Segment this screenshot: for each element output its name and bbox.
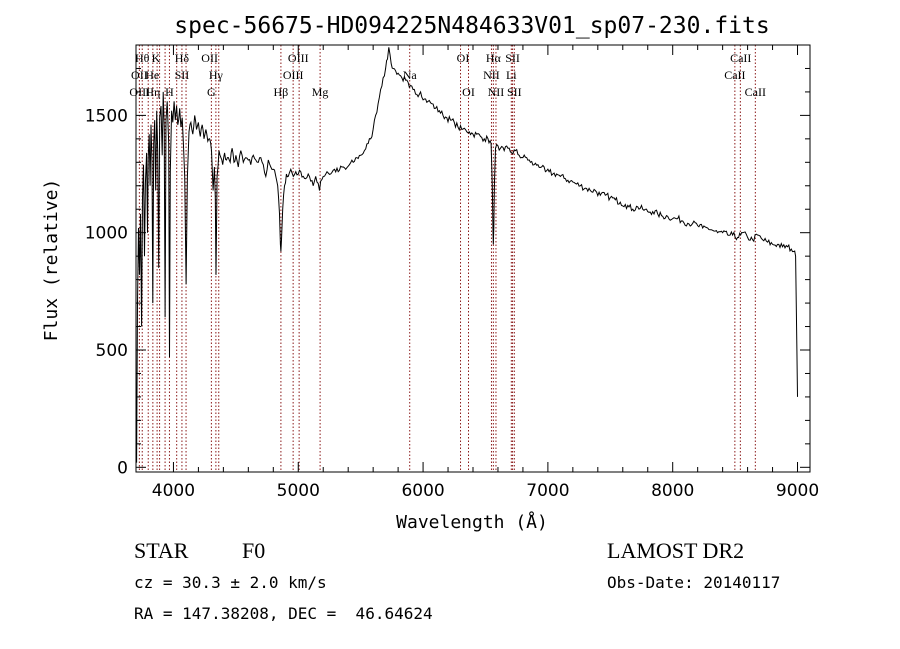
- object-class: STAR: [134, 538, 189, 563]
- x-tick-label: 7000: [526, 481, 569, 501]
- x-tick-label: 9000: [776, 481, 819, 501]
- y-axis-label: Flux (relative): [41, 179, 62, 342]
- y-tick-label: 500: [96, 341, 128, 361]
- line-label: SII: [175, 68, 190, 82]
- line-label: H: [165, 85, 174, 99]
- line-label: SII: [505, 51, 520, 65]
- x-tick-label: 5000: [277, 481, 320, 501]
- line-label: K: [152, 51, 161, 65]
- line-label: Na: [403, 68, 418, 82]
- line-label: NII: [483, 68, 500, 82]
- line-label: He: [145, 68, 159, 82]
- line-label: Hα: [486, 51, 502, 65]
- y-tick-label: 1500: [85, 106, 128, 126]
- y-axis: 0 500 1000 1500: [85, 67, 810, 478]
- plot-frame: [135, 44, 811, 473]
- subclass: F0: [242, 538, 266, 563]
- observation-date: Obs-Date: 20140117: [607, 573, 781, 592]
- line-label: Hγ: [209, 68, 224, 82]
- line-label: CaII: [724, 68, 745, 82]
- line-label: OII: [201, 51, 218, 65]
- line-label: NII: [488, 85, 505, 99]
- line-label: G: [207, 85, 216, 99]
- survey-name: LAMOST DR2: [607, 538, 745, 563]
- line-label: Hδ: [175, 51, 190, 65]
- line-label: OII: [131, 68, 148, 82]
- y-tick-label: 1000: [85, 224, 128, 244]
- line-label: CaII: [745, 85, 766, 99]
- x-axis-label: Wavelength (Å): [396, 511, 548, 533]
- line-label: Hβ: [274, 85, 289, 99]
- x-tick-label: 8000: [651, 481, 694, 501]
- spectral-line-markers: [138, 45, 756, 472]
- line-label: Mg: [312, 85, 329, 99]
- y-tick-label: 0: [117, 458, 128, 478]
- redshift-value: cz = 30.3 ± 2.0 km/s: [134, 573, 327, 592]
- line-label: CaII: [730, 51, 751, 65]
- chart-title: spec-56675-HD094225N484633V01_sp07-230.f…: [174, 13, 769, 39]
- line-label: OI: [457, 51, 470, 65]
- x-axis: 4000 5000 6000 7000 8000 9000: [152, 45, 819, 501]
- line-label: OIII: [288, 51, 309, 65]
- line-label: Hθ: [135, 51, 150, 65]
- line-label: SII: [507, 85, 522, 99]
- x-tick-label: 4000: [152, 481, 195, 501]
- line-label: OIII: [283, 68, 304, 82]
- line-label: Li: [506, 68, 517, 82]
- line-label: Hη: [145, 85, 160, 99]
- x-tick-label: 6000: [401, 481, 444, 501]
- coordinates: RA = 147.38208, DEC = 46.64624: [134, 604, 433, 623]
- line-label: OI: [462, 85, 475, 99]
- spectrum-series: [135, 47, 798, 463]
